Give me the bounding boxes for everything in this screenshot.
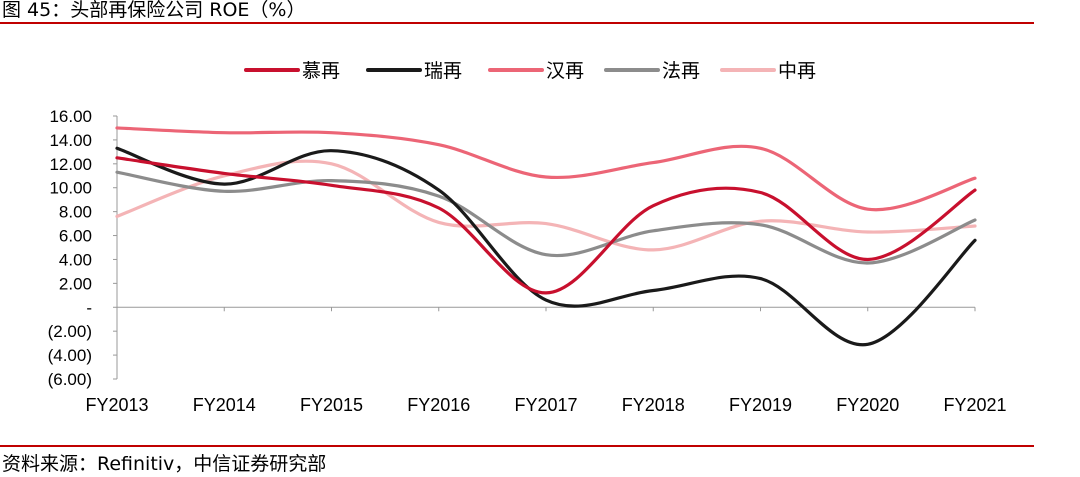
legend-label: 慕再	[302, 60, 340, 82]
legend-label: 汉再	[546, 60, 584, 82]
x-tick-label: FY2018	[622, 395, 685, 415]
y-tick-label: 14.00	[49, 131, 92, 150]
y-tick-label: -	[86, 298, 92, 317]
x-tick-label: FY2020	[836, 395, 899, 415]
y-tick-label: (4.00)	[48, 346, 92, 365]
y-tick-label: 4.00	[59, 250, 92, 269]
y-tick-label: 12.00	[49, 155, 92, 174]
title-divider	[0, 22, 1034, 24]
series-lines	[115, 126, 977, 347]
x-tick-label: FY2016	[407, 395, 470, 415]
y-tick-label: 16.00	[49, 107, 92, 126]
x-tick-label: FY2013	[85, 395, 148, 415]
series-line-3	[115, 126, 977, 212]
figure-title: 图 45：头部再保险公司 ROE（%）	[2, 0, 306, 21]
legend-label: 中再	[778, 60, 816, 82]
y-tick-label: 2.00	[59, 274, 92, 293]
x-tick-label: FY2017	[514, 395, 577, 415]
x-axis: FY2013 FY2014 FY2015 FY2016 FY2017 FY2018 FY20…	[85, 306, 1007, 415]
series-line-2	[115, 146, 977, 347]
series-line-1	[115, 156, 977, 295]
legend-label: 法再	[662, 60, 700, 82]
x-tick-label: FY2021	[943, 395, 1006, 415]
y-tick-label: (6.00)	[48, 370, 92, 389]
series-line-5	[115, 159, 977, 252]
source-divider	[0, 445, 1034, 447]
y-tick-label: 6.00	[59, 227, 92, 246]
y-tick-label: 8.00	[59, 203, 92, 222]
x-tick-label: FY2014	[193, 395, 256, 415]
y-tick-label: 10.00	[49, 179, 92, 198]
x-tick-label: FY2019	[729, 395, 792, 415]
source-note: 资料来源：Refinitiv，中信证券研究部	[2, 453, 327, 475]
y-axis: 16.00 14.00 12.00 10.00 8.00 6.00 4.00 2.00 - (2.…	[48, 107, 118, 389]
roe-line-chart: 慕再 瑞再 汉再 法再 中再 16.00 14.00 12.00 10.00 8.00 6.00 4…	[48, 60, 1007, 415]
series-line-4	[115, 170, 977, 265]
y-tick-label: (2.00)	[48, 322, 92, 341]
chart-legend: 慕再 瑞再 汉再 法再 中再	[244, 60, 816, 82]
x-tick-label: FY2015	[300, 395, 363, 415]
legend-label: 瑞再	[424, 60, 462, 82]
